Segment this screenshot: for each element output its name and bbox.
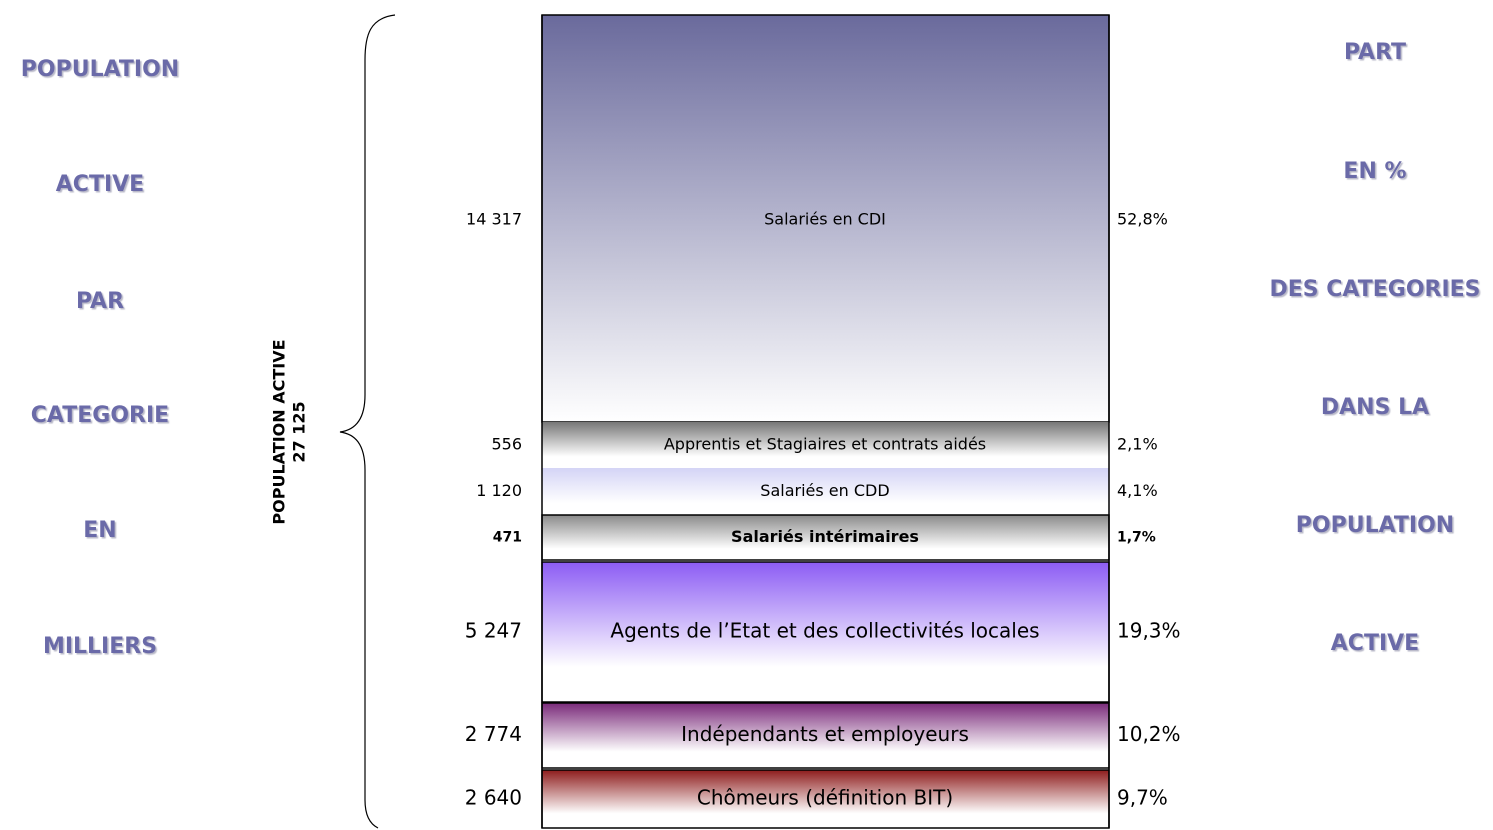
segment [541,561,1110,703]
segment-label: Apprentis et Stagiaires et contrats aidé… [664,435,986,454]
segment-label: Indépendants et employeurs [681,722,969,746]
brace [339,14,396,829]
segment [541,769,1110,829]
segment-share: 52,8% [1117,210,1168,229]
segment-share: 4,1% [1117,481,1158,500]
brace-label-line: 27 125 [290,401,309,462]
segment-share: 10,2% [1117,722,1181,746]
segment-value: 556 [491,435,522,454]
segment-share: 19,3% [1117,619,1181,643]
segment-label: Salariés en CDI [764,210,886,229]
right-title-line: DES CATEGORIES [1269,277,1480,302]
segment-value: 471 [493,530,522,546]
brace-label: POPULATION ACTIVE 27 125 [270,339,309,524]
left-title-line: PAR [76,289,124,314]
segment-share: 9,7% [1117,786,1168,810]
right-title-line: DANS LA [1321,395,1429,420]
left-title-line: EN [83,518,116,543]
segment-label: Salariés en CDD [760,481,889,500]
segment-share: 2,1% [1117,435,1158,454]
right-title-line: EN % [1343,159,1406,184]
segment-label: Agents de l’Etat et des collectivités lo… [610,619,1039,643]
segment-label: Chômeurs (définition BIT) [697,786,953,810]
left-title-line: CATEGORIE [31,403,169,428]
left-title-line: ACTIVE [56,172,144,197]
segment [541,14,1110,423]
segment-value: 2 774 [465,722,522,746]
segment-value: 14 317 [466,210,522,229]
segment-label: Salariés intérimaires [731,527,919,546]
right-title-line: ACTIVE [1331,631,1419,656]
segment-value: 1 120 [476,481,522,500]
brace-label-line: POPULATION ACTIVE [270,339,289,524]
segment-value: 5 247 [465,619,522,643]
segment-share: 1,7% [1117,530,1156,546]
left-title-line: MILLIERS [43,634,157,659]
left-title-line: POPULATION [21,57,179,82]
segment [542,422,1109,468]
segment [541,702,1110,769]
right-title-line: POPULATION [1296,513,1454,538]
segment [542,468,1109,515]
segment-value: 2 640 [465,786,522,810]
right-title-line: PART [1344,40,1406,65]
